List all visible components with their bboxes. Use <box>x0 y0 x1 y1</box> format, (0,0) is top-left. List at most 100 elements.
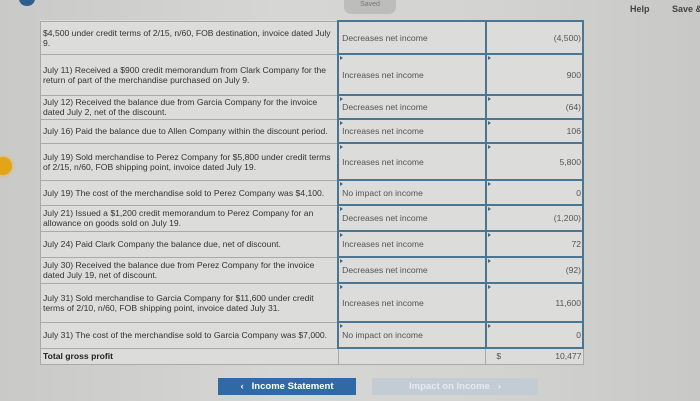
chevron-right-icon: › <box>497 381 501 392</box>
impact-value: Increases net income <box>342 239 424 249</box>
total-value: 10,477 <box>555 351 582 362</box>
top-bar: Saved Help Save & <box>0 0 700 20</box>
amount-value: 0 <box>576 330 581 340</box>
impact-value: Increases net income <box>342 126 424 136</box>
dropdown-marker-icon <box>340 97 344 101</box>
table-row: July 19) The cost of the merchandise sol… <box>40 179 585 206</box>
dropdown-marker-icon <box>340 56 344 60</box>
dropdown-marker-icon <box>340 145 344 149</box>
amount-value: 0 <box>576 187 581 198</box>
impact-value: Decreases net income <box>342 213 428 223</box>
impact-value: Decreases net income <box>342 32 428 43</box>
chevron-left-icon: ‹ <box>240 381 244 392</box>
impact-value: No impact on income <box>342 330 423 340</box>
transaction-description: July 16) Paid the balance due to Allen C… <box>40 118 339 144</box>
impact-value: Increases net income <box>342 156 424 167</box>
transaction-description: July 21) Issued a $1,200 credit memorand… <box>40 204 339 232</box>
next-button-label: Impact on Income <box>409 381 490 392</box>
amount-input[interactable]: (4,500) <box>484 20 585 55</box>
transaction-description: July 12) Received the balance due from G… <box>40 94 339 120</box>
table-row: July 11) Received a $900 credit memorand… <box>40 53 585 96</box>
impact-select[interactable]: Increases net income <box>337 282 487 323</box>
total-impact-cell <box>337 347 487 365</box>
saved-status-badge: Saved <box>344 0 396 14</box>
dropdown-marker-icon <box>487 207 491 211</box>
table-row: July 12) Received the balance due from G… <box>40 94 585 120</box>
amount-input[interactable]: (64) <box>484 94 585 120</box>
table-row: July 31) The cost of the merchandise sol… <box>40 321 585 349</box>
transaction-description: July 19) The cost of the merchandise sol… <box>40 179 339 206</box>
amount-input[interactable]: 0 <box>484 179 585 206</box>
amount-input[interactable]: 106 <box>484 118 585 144</box>
transaction-description: July 30) Received the balance due from P… <box>40 256 339 284</box>
table-row: July 24) Paid Clark Company the balance … <box>40 230 585 258</box>
amount-input[interactable]: (1,200) <box>484 204 585 232</box>
transactions-table: $4,500 under credit terms of 2/15, n/60,… <box>40 20 585 365</box>
transaction-description: July 31) The cost of the merchandise sol… <box>40 321 339 349</box>
amount-value: 106 <box>566 126 581 136</box>
transactions-table-container: $4,500 under credit terms of 2/15, n/60,… <box>40 20 585 365</box>
transaction-description: $4,500 under credit terms of 2/15, n/60,… <box>40 20 339 55</box>
dropdown-marker-icon <box>340 233 344 237</box>
amount-value: 72 <box>571 239 581 249</box>
impact-value: Increases net income <box>342 69 424 80</box>
impact-select[interactable]: Increases net income <box>337 53 487 96</box>
dropdown-marker-icon <box>340 207 344 211</box>
amount-input[interactable]: 72 <box>484 230 585 258</box>
dropdown-marker-icon <box>487 97 491 101</box>
dropdown-marker-icon <box>487 182 491 186</box>
table-row: July 31) Sold merchandise to Garcia Comp… <box>40 282 585 323</box>
dropdown-marker-icon <box>340 259 344 263</box>
dropdown-marker-icon <box>487 56 491 60</box>
dropdown-marker-icon <box>487 324 491 328</box>
help-link[interactable]: Help <box>630 4 650 14</box>
dropdown-marker-icon <box>487 121 491 125</box>
impact-select[interactable]: Decreases net income <box>337 20 487 55</box>
table-row: July 16) Paid the balance due to Allen C… <box>40 118 585 144</box>
impact-select[interactable]: Decreases net income <box>337 256 487 284</box>
dropdown-marker-icon <box>340 285 344 289</box>
transaction-description: July 19) Sold merchandise to Perez Compa… <box>40 142 339 181</box>
amount-input[interactable]: 5,800 <box>484 142 585 181</box>
info-icon[interactable] <box>19 0 35 6</box>
bottom-navigation: ‹ Income Statement Impact on Income › <box>218 378 538 395</box>
currency-symbol: $ <box>496 351 502 362</box>
impact-select[interactable]: No impact on income <box>337 179 487 206</box>
save-exit-link[interactable]: Save & <box>672 4 700 14</box>
amount-value: (64) <box>565 102 581 112</box>
dropdown-marker-icon <box>487 259 491 263</box>
prev-income-statement-button[interactable]: ‹ Income Statement <box>218 378 356 395</box>
impact-select[interactable]: No impact on income <box>337 321 487 349</box>
question-badge-icon[interactable] <box>0 157 12 175</box>
impact-select[interactable]: Increases net income <box>337 118 487 144</box>
impact-select[interactable]: Increases net income <box>337 230 487 258</box>
amount-value: 11,600 <box>555 297 581 308</box>
amount-input[interactable]: 0 <box>484 321 585 349</box>
prev-button-label: Income Statement <box>251 381 334 392</box>
dropdown-marker-icon <box>487 285 491 289</box>
total-amount: $10,477 <box>485 347 584 365</box>
dropdown-marker-icon <box>340 324 344 328</box>
total-row: Total gross profit $10,477 <box>40 347 584 365</box>
impact-select[interactable]: Increases net income <box>337 142 487 181</box>
table-row: July 30) Received the balance due from P… <box>40 256 585 284</box>
next-impact-on-income-button[interactable]: Impact on Income › <box>372 378 538 395</box>
dropdown-marker-icon <box>340 182 344 186</box>
impact-select[interactable]: Decreases net income <box>337 204 487 232</box>
dropdown-marker-icon <box>487 233 491 237</box>
impact-value: No impact on income <box>342 187 423 198</box>
table-row: July 19) Sold merchandise to Perez Compa… <box>40 142 585 181</box>
amount-input[interactable]: (92) <box>484 256 585 284</box>
amount-value: 900 <box>566 69 581 80</box>
amount-value: (1,200) <box>553 213 581 223</box>
amount-value: (92) <box>565 265 581 275</box>
table-row: July 21) Issued a $1,200 credit memorand… <box>40 204 585 232</box>
amount-input[interactable]: 11,600 <box>484 282 585 323</box>
transaction-description: July 11) Received a $900 credit memorand… <box>40 53 339 96</box>
impact-value: Decreases net income <box>342 265 428 275</box>
transaction-description: July 31) Sold merchandise to Garcia Comp… <box>40 282 339 323</box>
impact-select[interactable]: Decreases net income <box>337 94 487 120</box>
amount-input[interactable]: 900 <box>484 53 585 96</box>
impact-value: Decreases net income <box>342 102 428 112</box>
impact-value: Increases net income <box>342 297 424 308</box>
